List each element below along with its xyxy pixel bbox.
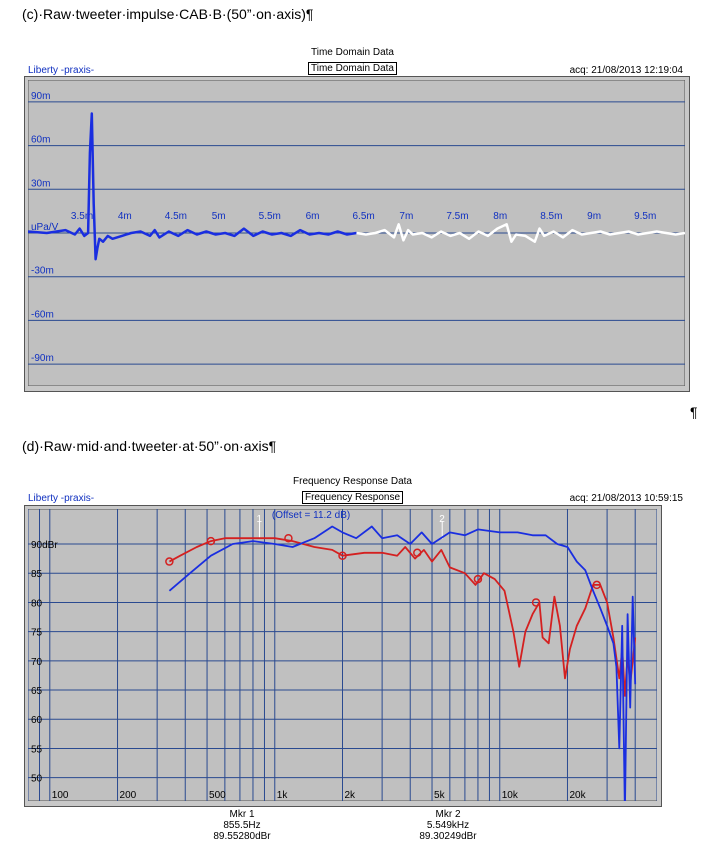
fr-x-tick-label: 20k — [569, 790, 586, 801]
td-series-line-1 — [28, 112, 357, 261]
fr-x-tick-label: 10k — [502, 790, 519, 801]
fr-red-point-marker — [338, 551, 347, 560]
fr-red-point-marker — [531, 598, 541, 607]
caption-d: (d)·Raw·mid·and·tweeter·at·50”·on·axis¶ — [22, 438, 277, 454]
fr-y-tick-label: 90dBr — [31, 540, 58, 551]
fr-x-tick-label: 2k — [345, 790, 357, 801]
fr-annotation: (Offset = 11.2 dB) — [272, 510, 350, 521]
fr-red-point-marker — [206, 536, 216, 546]
fr-y-tick-label: 50 — [31, 774, 43, 785]
td-y-tick-label: 30m — [31, 178, 50, 189]
mkr2-freq: 5.549kHz — [426, 820, 470, 831]
fr-y-tick-label: 65 — [31, 686, 43, 697]
td-x-tick-label: 8m — [493, 211, 507, 222]
td-y-tick-label: -30m — [31, 266, 54, 277]
td-x-tick-label: 9m — [587, 211, 601, 222]
fr-x-tick-label: 5k — [434, 790, 446, 801]
fr-y-tick-label: 85 — [31, 569, 43, 580]
fr-x-tick-label: 100 — [52, 790, 69, 801]
td-x-tick-label: 3.5m — [71, 211, 93, 222]
td-left-label: Liberty -praxis- — [28, 65, 95, 76]
td-y-tick-label: 90m — [31, 91, 50, 102]
mkr1-readout: Mkr 1 855.5Hz 89.55280dBr — [197, 809, 287, 842]
mkr2-level: 89.30249dBr — [419, 831, 477, 842]
fr-x-tick-label: 1k — [277, 790, 289, 801]
td-x-tick-label: 4.5m — [165, 211, 187, 222]
fr-left-label: Liberty -praxis- — [28, 493, 95, 504]
fr-red-point-marker — [592, 580, 602, 590]
td-title-wrap: Time Domain Data — [0, 62, 705, 75]
td-title: Time Domain Data — [308, 62, 397, 75]
fr-series-line-2 — [168, 525, 637, 801]
mkr1-name: Mkr 1 — [229, 809, 255, 820]
td-y-tick-label: 60m — [31, 135, 50, 146]
mkr1-level: 89.55280dBr — [213, 831, 271, 842]
td-series-line-2 — [356, 223, 685, 243]
td-x-tick-label: 6.5m — [353, 211, 375, 222]
td-y-tick-label: -90m — [31, 353, 54, 364]
fr-red-point-marker — [284, 533, 293, 543]
td-y-tick-label: -60m — [31, 309, 54, 320]
caption-c: (c)·Raw·tweeter·impulse·CAB·B·(50”·on·ax… — [22, 6, 314, 22]
td-plot: 90m 60m 30m uPa/V -30m -60m -90m 3.5m 4m 4.5m 5m 5.… — [28, 80, 685, 386]
fr-y-tick-label: 75 — [31, 628, 43, 639]
fr-series-line-1 — [168, 537, 637, 697]
fr-red-point-marker — [165, 557, 174, 566]
mkr1-freq: 855.5Hz — [223, 820, 261, 831]
fr-x-tick-label: 200 — [120, 790, 137, 801]
fr-plot: 90dBr 85 80 75 70 65 60 55 50 100 200 500 1k 2k 5k 10k 2… — [28, 509, 657, 801]
mkr2-name: Mkr 2 — [435, 809, 461, 820]
fr-marker-label: 2 — [439, 514, 445, 525]
mkr2-readout: Mkr 2 5.549kHz 89.30249dBr — [403, 809, 493, 842]
td-x-tick-label: 8.5m — [540, 211, 562, 222]
fr-x-tick-label: 500 — [209, 790, 226, 801]
fr-y-tick-label: 60 — [31, 715, 43, 726]
fr-header: Frequency Response Data — [293, 476, 412, 487]
td-x-tick-label: 6m — [306, 211, 320, 222]
td-x-tick-label: 4m — [118, 211, 132, 222]
fr-y-tick-label: 70 — [31, 657, 43, 668]
td-header: Time Domain Data — [311, 47, 394, 58]
td-timestamp: acq: 21/08/2013 12:19:04 — [569, 65, 683, 76]
td-x-tick-label: 5m — [212, 211, 226, 222]
td-x-tick-label: 7.5m — [446, 211, 468, 222]
fr-title: Frequency Response — [301, 491, 404, 504]
td-x-tick-label: 5.5m — [259, 211, 281, 222]
pilcrow: ¶ — [690, 404, 698, 420]
fr-title-wrap: Frequency Response — [0, 491, 705, 504]
fr-timestamp: acq: 21/08/2013 10:59:15 — [569, 493, 683, 504]
fr-red-point-marker — [473, 574, 483, 584]
td-x-tick-label: 9.5m — [634, 211, 656, 222]
td-y-tick-label: uPa/V — [31, 222, 59, 233]
fr-y-tick-label: 80 — [31, 598, 43, 609]
fr-y-tick-label: 55 — [31, 744, 43, 755]
td-x-tick-label: 7m — [399, 211, 413, 222]
fr-red-point-marker — [413, 548, 422, 558]
fr-marker-label: 1 — [257, 514, 263, 525]
